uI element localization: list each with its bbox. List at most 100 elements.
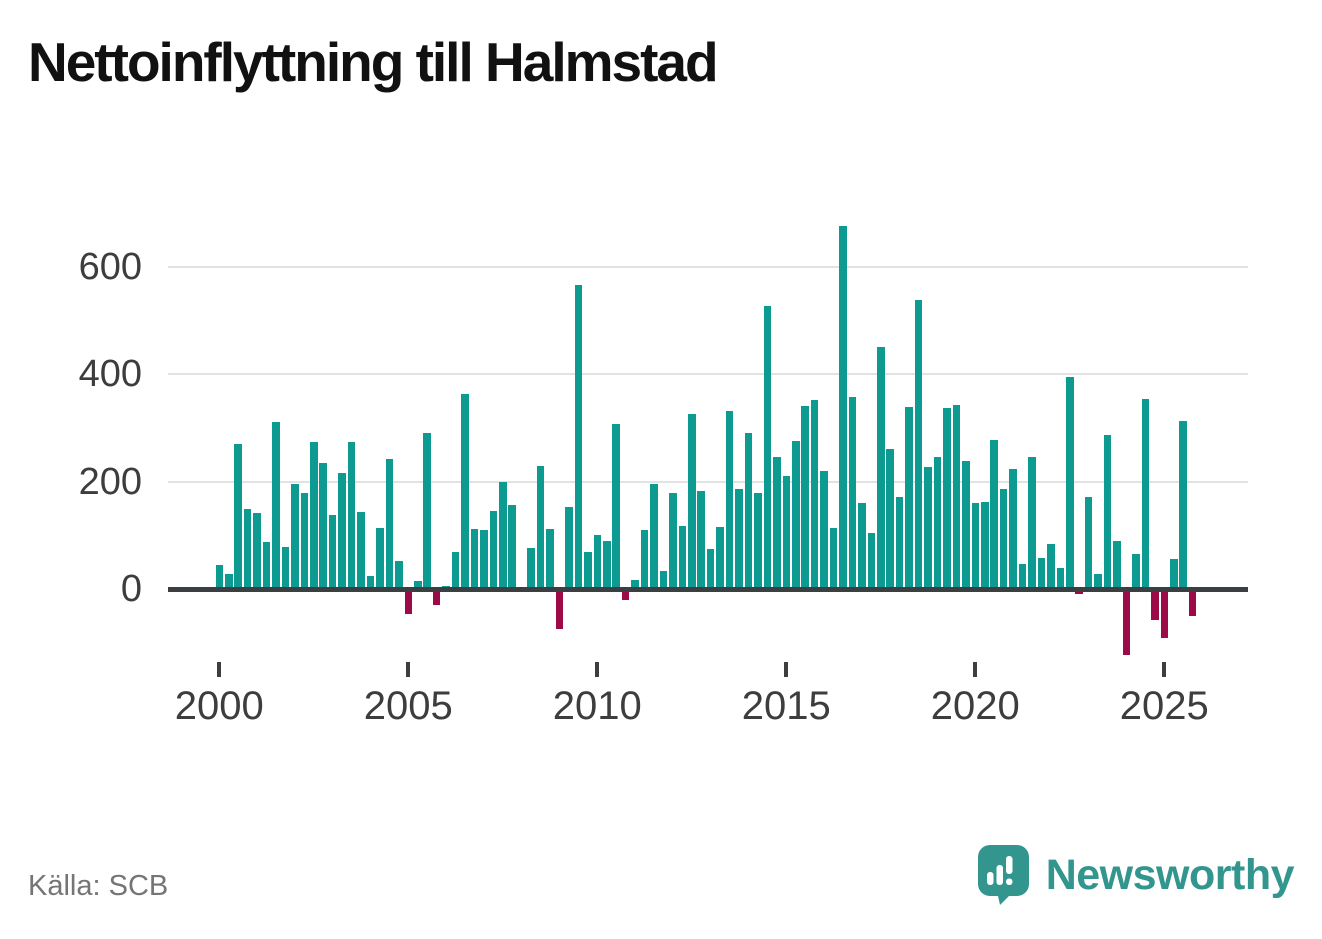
bar-2018Q1	[895, 496, 904, 589]
bar-2001Q3	[272, 422, 280, 589]
bar-2017Q1	[858, 503, 866, 589]
bar-2015Q1	[782, 476, 791, 589]
bar-2004Q1	[366, 575, 375, 589]
bar-2010Q2	[602, 540, 611, 589]
bar-2005Q3	[423, 432, 431, 589]
bar-2021Q3	[1028, 456, 1036, 589]
bar-2016Q3	[839, 226, 847, 589]
bar-2017Q2	[867, 532, 876, 589]
bar-2002Q2	[300, 492, 309, 589]
bar-2009Q1	[555, 589, 564, 629]
bar-2011Q1	[631, 580, 639, 589]
bar-2012Q3	[688, 414, 696, 589]
y-axis-tick-label-0: 0	[120, 568, 142, 610]
bar-2009Q3	[574, 285, 583, 589]
gridline-y-400	[168, 373, 1248, 376]
bar-2011Q4	[659, 570, 668, 589]
bar-2010Q3	[612, 423, 620, 589]
y-axis-tick-label-600: 600	[78, 245, 142, 288]
bar-2013Q4	[735, 489, 743, 589]
bar-2018Q4	[924, 467, 932, 589]
bar-2002Q4	[319, 462, 328, 589]
bar-2015Q4	[810, 400, 819, 589]
x-axis-zero-line	[168, 587, 1248, 592]
bar-2018Q3	[914, 299, 923, 589]
bar-2012Q2	[678, 525, 687, 589]
x-axis-tick-2020	[973, 662, 978, 677]
bar-2023Q1	[1084, 497, 1093, 589]
bar-2015Q2	[791, 441, 800, 589]
bar-2020Q3	[990, 439, 998, 589]
bar-2017Q4	[886, 449, 895, 589]
chart-title: Nettoinflyttning till Halmstad	[28, 31, 719, 93]
bar-2021Q4	[1037, 558, 1046, 589]
bar-2024Q2	[1132, 554, 1140, 589]
bar-2021Q1	[1009, 468, 1017, 589]
bar-2025Q2	[1169, 559, 1178, 589]
bar-2008Q2	[527, 547, 535, 589]
bar-2019Q1	[933, 456, 942, 589]
bar-2009Q4	[584, 551, 592, 589]
bar-2000Q4	[243, 509, 252, 589]
bar-2007Q4	[508, 504, 517, 589]
bar-2022Q2	[1056, 568, 1065, 589]
bar-2019Q3	[952, 405, 961, 589]
bar-2025Q4	[1188, 589, 1197, 617]
x-axis-tick-2025	[1162, 662, 1167, 677]
bar-2013Q1	[706, 548, 715, 589]
bar-2007Q1	[480, 529, 488, 589]
bar-2014Q2	[754, 492, 762, 589]
bar-2004Q4	[395, 560, 403, 589]
bar-2023Q4	[1113, 540, 1121, 589]
x-axis-tick-label-2010: 2010	[552, 684, 642, 728]
x-axis-tick-label-2015: 2015	[741, 684, 831, 728]
bar-2021Q2	[1018, 563, 1027, 589]
bar-2024Q4	[1151, 589, 1159, 620]
bar-2013Q2	[716, 527, 724, 589]
bar-2012Q1	[669, 492, 677, 589]
x-axis-tick-label-2025: 2025	[1119, 684, 1209, 728]
bar-2010Q4	[621, 589, 630, 600]
source-note: Källa: SCB	[28, 870, 169, 902]
bar-2025Q3	[1179, 420, 1187, 589]
bar-2007Q3	[499, 482, 507, 589]
bar-2001Q2	[262, 542, 271, 589]
y-axis-tick-label-200: 200	[78, 460, 142, 503]
bar-2015Q3	[801, 405, 809, 589]
bar-2010Q1	[593, 534, 602, 589]
x-axis-tick-2005	[406, 662, 411, 677]
newsworthy-logo: Newsworthy	[977, 844, 1295, 906]
bar-2014Q4	[773, 456, 781, 589]
bar-2006Q2	[451, 551, 460, 589]
bar-2016Q2	[829, 527, 838, 589]
bar-2014Q3	[763, 306, 772, 589]
bar-2005Q4	[432, 589, 441, 606]
bar-2020Q2	[980, 501, 989, 589]
x-axis-tick-2010	[595, 662, 600, 677]
bar-2007Q2	[489, 511, 498, 589]
bar-2000Q3	[234, 443, 242, 589]
bar-2019Q2	[943, 407, 951, 589]
bar-2000Q2	[224, 574, 233, 589]
bar-2006Q4	[470, 528, 479, 589]
bar-2020Q1	[971, 503, 980, 589]
bar-2020Q4	[999, 489, 1008, 589]
bar-2002Q3	[310, 442, 318, 589]
bar-2014Q1	[744, 433, 753, 589]
bar-2022Q3	[1066, 376, 1074, 589]
bar-2023Q3	[1103, 435, 1112, 589]
bar-2001Q4	[281, 546, 290, 589]
bar-2017Q3	[877, 347, 885, 589]
bar-2001Q1	[253, 512, 261, 589]
gridline-y-200	[168, 480, 1248, 483]
x-axis-tick-2000	[217, 662, 222, 677]
bar-2004Q3	[385, 458, 394, 589]
bar-2011Q3	[650, 483, 658, 589]
y-axis-tick-label-400: 400	[78, 353, 142, 396]
bar-2005Q2	[413, 580, 422, 589]
bar-2005Q1	[404, 589, 413, 614]
bar-2003Q4	[357, 512, 365, 589]
bar-2024Q1	[1122, 589, 1131, 655]
newsworthy-speech-bubble-barchart-icon	[977, 845, 1029, 905]
